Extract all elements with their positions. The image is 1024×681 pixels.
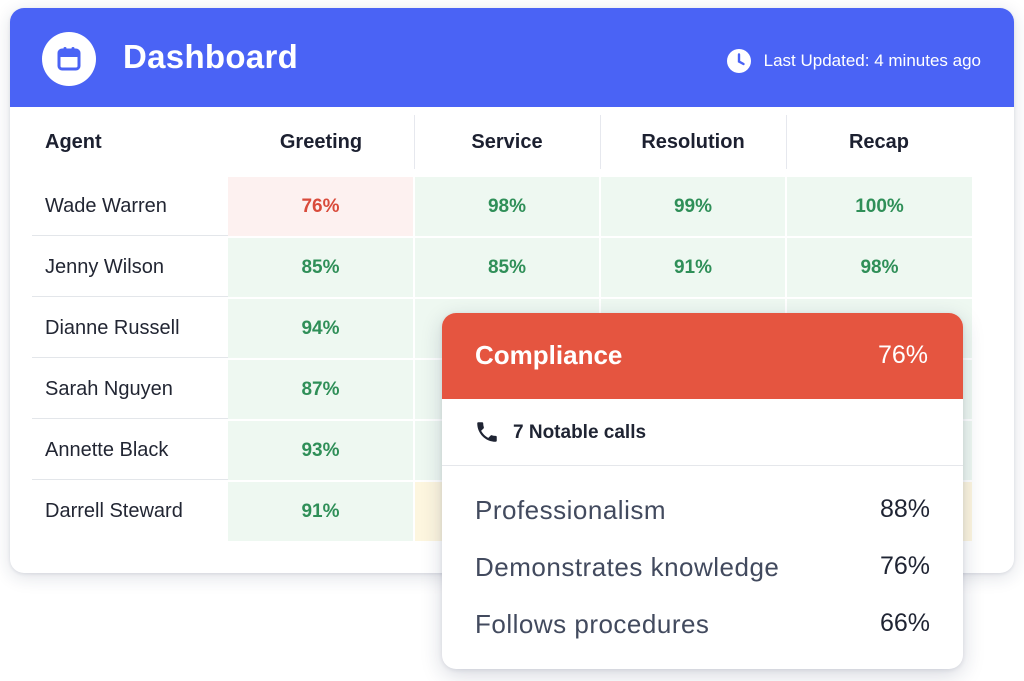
page-title: Dashboard bbox=[123, 38, 299, 75]
greeting-score[interactable]: 76% bbox=[228, 177, 413, 236]
table-row[interactable]: Jenny Wilson 85% 85% 91% 98% bbox=[32, 238, 972, 298]
column-divider bbox=[600, 115, 601, 169]
agent-name: Wade Warren bbox=[32, 177, 228, 236]
metric-row: Demonstrates knowledge 76% bbox=[475, 552, 930, 592]
compliance-header: Compliance 76% bbox=[442, 313, 963, 399]
greeting-score[interactable]: 93% bbox=[228, 421, 413, 480]
service-score[interactable]: 98% bbox=[415, 177, 599, 236]
column-header-recap[interactable]: Recap bbox=[848, 130, 910, 153]
recap-score[interactable]: 98% bbox=[787, 238, 972, 297]
agent-name: Annette Black bbox=[32, 421, 228, 480]
table-header-row: Agent Greeting Service Resolution Recap bbox=[32, 115, 972, 169]
compliance-popup[interactable]: Compliance 76% 7 Notable calls Professio… bbox=[442, 313, 963, 669]
column-divider bbox=[414, 115, 415, 169]
compliance-title: Compliance bbox=[475, 340, 623, 370]
column-divider bbox=[786, 115, 787, 169]
column-header-greeting[interactable]: Greeting bbox=[279, 130, 363, 153]
table-row[interactable]: Wade Warren 76% 98% 99% 100% bbox=[32, 177, 972, 237]
calendar-icon bbox=[57, 47, 81, 71]
column-header-service[interactable]: Service bbox=[471, 130, 543, 153]
notable-calls-label: 7 Notable calls bbox=[513, 422, 647, 443]
clock-icon bbox=[726, 48, 752, 74]
last-updated: Last Updated: 4 minutes ago bbox=[726, 48, 981, 74]
agent-name: Sarah Nguyen bbox=[32, 360, 228, 419]
agent-name: Jenny Wilson bbox=[32, 238, 228, 297]
greeting-score[interactable]: 87% bbox=[228, 360, 413, 419]
metric-row: Professionalism 88% bbox=[475, 495, 930, 535]
greeting-score[interactable]: 94% bbox=[228, 299, 413, 358]
notable-calls-row[interactable]: 7 Notable calls bbox=[442, 399, 963, 466]
dashboard-header: Dashboard Last Updated: 4 minutes ago bbox=[10, 8, 1014, 107]
agent-name: Dianne Russell bbox=[32, 299, 228, 358]
resolution-score[interactable]: 99% bbox=[601, 177, 785, 236]
column-header-resolution[interactable]: Resolution bbox=[641, 130, 745, 153]
metric-value: 76% bbox=[879, 552, 930, 580]
greeting-score[interactable]: 91% bbox=[228, 482, 413, 541]
metric-row: Follows procedures 66% bbox=[475, 609, 930, 649]
metric-name: Follows procedures bbox=[475, 609, 710, 639]
compliance-score: 76% bbox=[877, 341, 928, 369]
agent-name: Darrell Steward bbox=[45, 500, 183, 522]
logo-badge bbox=[42, 32, 96, 86]
phone-icon bbox=[477, 422, 497, 442]
recap-score[interactable]: 100% bbox=[787, 177, 972, 236]
last-updated-text: Last Updated: 4 minutes ago bbox=[763, 51, 981, 70]
greeting-score[interactable]: 85% bbox=[228, 238, 413, 297]
score-table: Agent Greeting Service Resolution Recap … bbox=[32, 115, 972, 541]
service-score[interactable]: 85% bbox=[415, 238, 599, 297]
resolution-score[interactable]: 91% bbox=[601, 238, 785, 297]
metric-value: 88% bbox=[879, 495, 930, 523]
metric-name: Professionalism bbox=[475, 495, 667, 525]
column-header-agent[interactable]: Agent bbox=[45, 130, 102, 153]
metric-value: 66% bbox=[879, 609, 930, 637]
metric-name: Demonstrates knowledge bbox=[475, 552, 780, 582]
